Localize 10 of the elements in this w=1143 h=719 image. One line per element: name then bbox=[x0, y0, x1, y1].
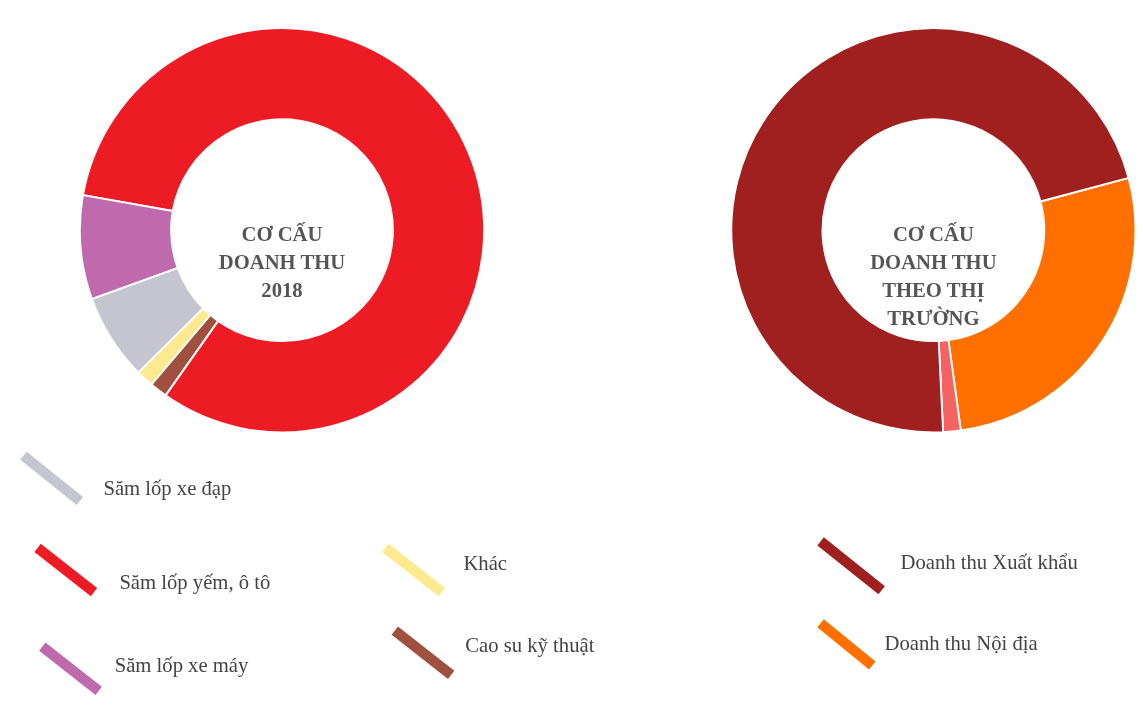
legend-label: Khác bbox=[463, 551, 507, 574]
legend-label: Săm lốp xe máy bbox=[114, 654, 250, 678]
slice-label: Doanh thu Xuất khẩu bbox=[900, 550, 1078, 573]
text: CƠ CẤU DOANH THU THEO THỊ TRƯỜNG bbox=[870, 221, 997, 330]
text: CƠ CẤU DOANH THU 2018 bbox=[218, 221, 346, 301]
legend-label: Cao su kỹ thuật bbox=[465, 634, 595, 658]
legend-label: Doanh thu Nội địa bbox=[884, 632, 1038, 655]
legend-label: Săm lốp yếm, ô tô bbox=[119, 571, 271, 595]
donut-slice bbox=[82, 27, 486, 434]
legend-label: Săm lốp xe đạp bbox=[103, 477, 232, 501]
